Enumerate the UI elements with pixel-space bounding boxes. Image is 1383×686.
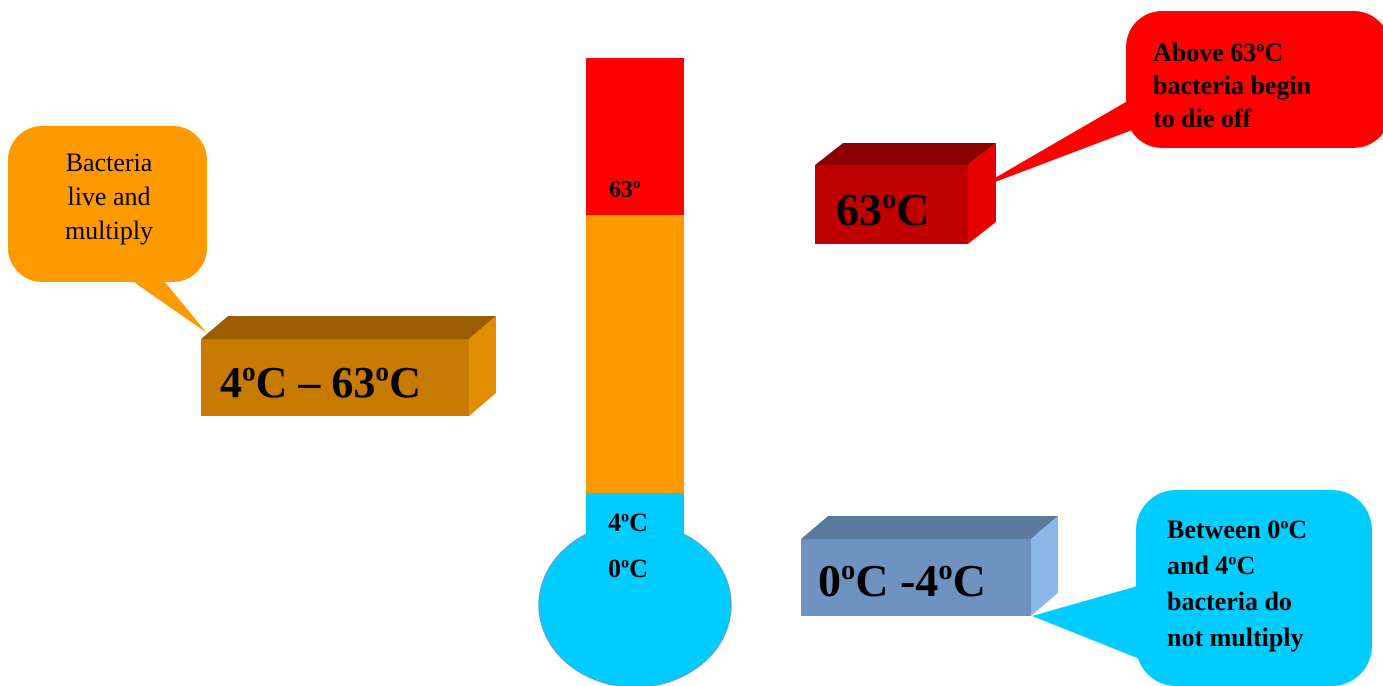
callout-blue-tail [1032, 583, 1162, 668]
box-blue-front [801, 539, 1031, 616]
callout-orange-line: live and [67, 182, 151, 211]
callout-orange-text: Bacteria live and multiply [12, 146, 206, 248]
thermometer-cold-band [586, 492, 684, 584]
box-blue-shape [801, 516, 1058, 616]
callout-red-line: Above 63oC [1153, 38, 1284, 67]
box-red-label: 63oC [836, 183, 930, 235]
thermometer-hot-band [586, 58, 684, 215]
box-blue-side [1031, 516, 1058, 616]
thermometer-label-4c: 4oC [608, 508, 648, 537]
thermometer-warm-band [586, 214, 684, 493]
box-orange-front [201, 339, 469, 416]
callout-blue-line: not multiply [1167, 623, 1304, 652]
callout-red-line: bacteria begin [1153, 71, 1312, 100]
callout-orange-line: multiply [64, 216, 154, 245]
callout-red-shape [974, 11, 1383, 190]
box-orange-label: 4oC – 63oC [220, 356, 421, 407]
box-red-front [815, 165, 968, 244]
callout-red-body [1126, 11, 1383, 148]
callout-blue-shape [1032, 490, 1372, 686]
callout-orange-line: Bacteria [65, 148, 153, 177]
callout-blue-line: Between 0oC [1167, 515, 1308, 544]
callout-red-text: Above 63oC bacteria begin to die off [1153, 36, 1373, 135]
callout-orange-body [8, 126, 207, 282]
box-orange-side [469, 316, 496, 416]
thermometer-label-0c: 0oC [608, 554, 648, 583]
box-orange-shape [201, 316, 496, 416]
callout-red-tail [974, 92, 1143, 190]
callout-blue-text: Between 0oC and 4oC bacteria do not mult… [1167, 512, 1377, 656]
callout-blue-body [1136, 490, 1372, 686]
callout-blue-line: bacteria do [1167, 587, 1292, 616]
callout-red-line: to die off [1153, 104, 1252, 133]
box-blue-label: 0oC -4oC [818, 554, 986, 606]
box-red-side [968, 143, 996, 244]
callout-orange-tail [125, 276, 207, 333]
thermometer [538, 58, 732, 686]
box-blue-top [801, 516, 1058, 539]
callout-blue-line: and 4oC [1167, 551, 1256, 580]
box-red-shape [815, 143, 996, 244]
box-red-top [815, 143, 996, 165]
box-orange-top [201, 316, 496, 339]
thermometer-label-63: 63o [609, 176, 641, 203]
callout-orange-shape [8, 126, 207, 333]
